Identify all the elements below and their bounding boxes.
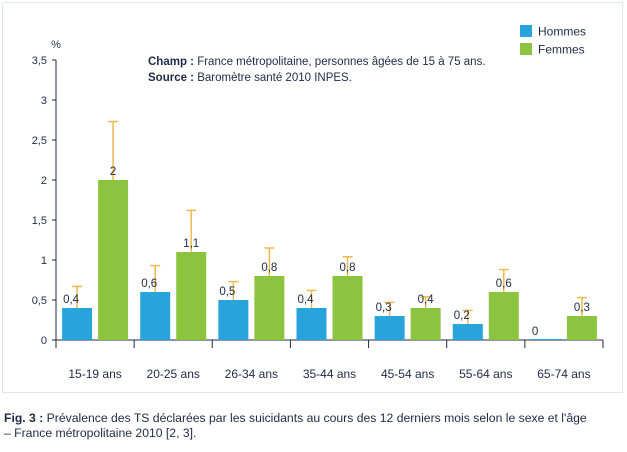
caption-fig-label: Fig. 3 : bbox=[4, 411, 44, 425]
y-tick-label: 1 bbox=[41, 255, 47, 267]
annotation-line-2: Source : Baromètre santé 2010 INPES. bbox=[148, 72, 352, 84]
data-label: 0,6 bbox=[496, 278, 512, 290]
data-label: 0,6 bbox=[141, 278, 157, 290]
y-tick-label: 1,5 bbox=[32, 215, 47, 227]
figure-caption: Fig. 3 : Prévalence des TS déclarées par… bbox=[4, 411, 622, 441]
y-tick-label: 0 bbox=[41, 335, 47, 347]
data-label: 0,8 bbox=[261, 262, 277, 274]
chart-frame: 0 0,5 1 1,5 2 2,5 3 3,5% 15-19 ans 20-25 ans 26-34… bbox=[2, 2, 623, 393]
data-label: 0 bbox=[532, 326, 538, 338]
data-label: 0,3 bbox=[376, 302, 392, 314]
bar-femmes bbox=[254, 276, 285, 340]
champ-text: France métropolitaine, personnes âgées d… bbox=[194, 56, 486, 68]
x-tick-label: 35-44 ans bbox=[303, 367, 356, 381]
bar-hommes bbox=[452, 324, 483, 340]
bar-hommes bbox=[530, 339, 561, 340]
data-label: 0,5 bbox=[219, 286, 235, 298]
data-label: 0,4 bbox=[63, 294, 80, 306]
bar-chart: 0 0,5 1 1,5 2 2,5 3 3,5% 15-19 ans 20-25 ans 26-34… bbox=[32, 25, 604, 381]
y-axis-label: % bbox=[51, 39, 61, 51]
bar-hommes bbox=[140, 292, 171, 340]
data-labels: 0,4 0,6 0,5 0,4 0,3 0,2 0 2 1,1 0,8 0,8 0,4 0,6 0,3 bbox=[63, 166, 590, 338]
source-text: Baromètre santé 2010 INPES. bbox=[194, 72, 352, 84]
bar-femmes bbox=[566, 316, 597, 340]
caption-line-1: Fig. 3 : Prévalence des TS déclarées par… bbox=[4, 411, 622, 426]
bar-femmes bbox=[332, 276, 363, 340]
data-label: 0,3 bbox=[574, 302, 590, 314]
annotation-line-1: Champ : France métropolitaine, personnes… bbox=[148, 56, 486, 68]
bar-femmes bbox=[98, 180, 129, 340]
x-tick-label: 55-64 ans bbox=[459, 367, 512, 381]
legend-swatch-hommes bbox=[520, 25, 532, 37]
y-tick-label: 3,5 bbox=[32, 55, 47, 67]
bar-femmes bbox=[176, 252, 207, 340]
y-tick-label: 2 bbox=[41, 175, 47, 187]
data-label: 0,8 bbox=[340, 262, 356, 274]
data-label: 0,2 bbox=[454, 310, 470, 322]
source-label: Source : bbox=[148, 72, 194, 84]
bar-hommes bbox=[218, 300, 249, 340]
y-tick-label: 0,5 bbox=[32, 295, 47, 307]
x-tick-label: 26-34 ans bbox=[225, 367, 278, 381]
data-label: 0,4 bbox=[298, 294, 315, 306]
bar-hommes bbox=[374, 316, 405, 340]
data-label: 0,4 bbox=[418, 294, 435, 306]
bar-femmes bbox=[410, 308, 441, 340]
caption-line-2: – France métropolitaine 2010 [2, 3]. bbox=[4, 426, 197, 440]
y-tick-label: 2,5 bbox=[32, 135, 47, 147]
champ-label: Champ : bbox=[148, 56, 194, 68]
data-label: 2 bbox=[110, 166, 116, 178]
chart-legend: Hommes Femmes bbox=[520, 25, 586, 57]
chart-bars bbox=[62, 180, 597, 340]
y-tick-label: 3 bbox=[41, 95, 47, 107]
x-tick-label: 45-54 ans bbox=[381, 367, 434, 381]
legend-label-hommes: Hommes bbox=[538, 25, 586, 39]
x-tick-label: 15-19 ans bbox=[68, 367, 121, 381]
legend-swatch-femmes bbox=[520, 43, 532, 55]
bar-hommes bbox=[296, 308, 327, 340]
data-label: 1,1 bbox=[183, 238, 199, 250]
x-tick-label: 65-74 ans bbox=[537, 367, 590, 381]
legend-label-femmes: Femmes bbox=[538, 43, 585, 57]
bar-hommes bbox=[62, 308, 93, 340]
x-tick-label: 20-25 ans bbox=[147, 367, 200, 381]
bar-femmes bbox=[488, 292, 519, 340]
caption-text-1: Prévalence des TS déclarées par les suic… bbox=[43, 411, 587, 425]
